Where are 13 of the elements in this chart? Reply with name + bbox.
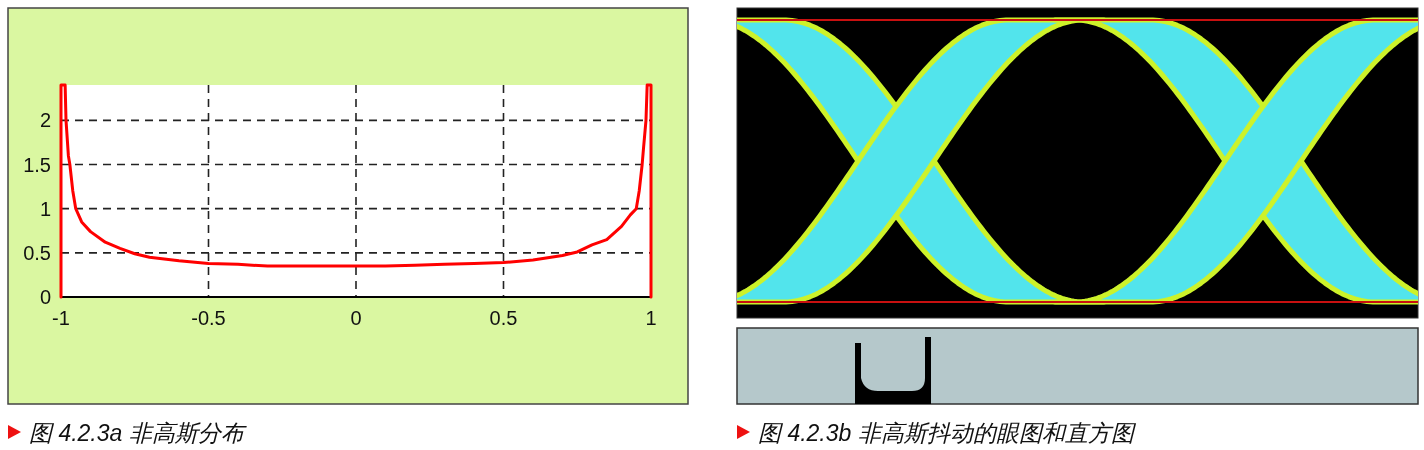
y-tick-label: 0 xyxy=(39,286,51,308)
caption: 图 4.2.3b 非高斯抖动的眼图和直方图 xyxy=(758,420,1137,446)
y-tick-label: 0.5 xyxy=(23,241,51,264)
x-tick-label: -0.5 xyxy=(191,307,226,329)
y-tick-label: 1.5 xyxy=(23,153,51,176)
y-tick-label: 2 xyxy=(39,109,51,132)
x-tick-label: -1 xyxy=(52,307,70,329)
caption: 图 4.2.3a 非高斯分布 xyxy=(29,420,247,446)
x-tick-label: 1 xyxy=(645,307,657,329)
y-tick-label: 1 xyxy=(39,197,51,220)
x-tick-label: 0.5 xyxy=(489,307,518,329)
line-series xyxy=(59,83,653,299)
x-tick-label: 0 xyxy=(350,307,362,329)
